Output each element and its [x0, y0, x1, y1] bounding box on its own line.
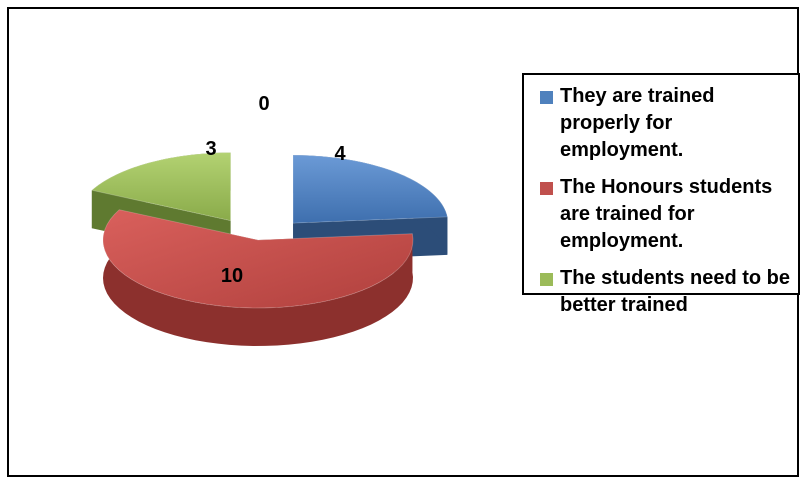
pie-slice-top [91, 152, 232, 222]
data-label-1: 10 [221, 265, 243, 287]
data-label-2: 3 [205, 138, 216, 160]
pie-slice-outer-wall [103, 209, 413, 346]
data-label-3: 0 [258, 93, 269, 115]
legend-swatch-blue [540, 91, 553, 104]
legend-item-trained-properly: They are trained properly for employment… [538, 83, 792, 164]
legend-swatch-red [540, 182, 553, 195]
legend-label: They are trained properly for employment… [560, 85, 715, 161]
legend-item-better-trained: The students need to be better trained [538, 265, 792, 319]
legend: They are trained properly for employment… [522, 73, 800, 316]
data-label-0: 4 [334, 143, 346, 165]
legend-label: The Honours students are trained for emp… [560, 176, 773, 252]
pie-slice-1 [102, 209, 414, 346]
legend-label: The students need to be better trained [560, 267, 791, 316]
legend-item-honours-trained: The Honours students are trained for emp… [538, 174, 792, 255]
legend-swatch-green [540, 273, 553, 286]
pie-chart: 4 10 3 0 [91, 93, 448, 346]
pie-slice-top [292, 154, 448, 224]
pie-slice-top [102, 209, 414, 309]
